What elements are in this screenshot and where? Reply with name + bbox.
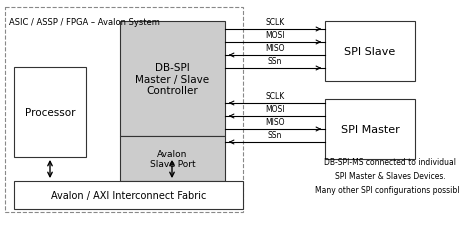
- Bar: [325, 99, 414, 159]
- Text: SPI Master: SPI Master: [340, 124, 398, 134]
- Bar: [5, 8, 242, 212]
- Text: SSn: SSn: [267, 57, 281, 66]
- Text: Avalon / AXI Interconnect Fabric: Avalon / AXI Interconnect Fabric: [50, 190, 206, 200]
- Text: DB-SPI-MS connected to individual
SPI Master & Slaves Devices.
Many other SPI co: DB-SPI-MS connected to individual SPI Ma…: [315, 157, 459, 194]
- Text: MISO: MISO: [265, 117, 284, 126]
- Text: DB-SPI
Master / Slave
Controller: DB-SPI Master / Slave Controller: [135, 63, 209, 96]
- Text: Avalon
Slave Port: Avalon Slave Port: [149, 149, 195, 169]
- Text: Processor: Processor: [25, 108, 75, 117]
- Text: SCLK: SCLK: [265, 18, 284, 27]
- Bar: [120, 136, 224, 181]
- Text: SPI Slave: SPI Slave: [344, 47, 395, 57]
- Text: MISO: MISO: [265, 44, 284, 53]
- Bar: [120, 22, 224, 136]
- Text: MOSI: MOSI: [265, 31, 284, 40]
- Text: SCLK: SCLK: [265, 92, 284, 101]
- Bar: [14, 68, 86, 157]
- Text: SSn: SSn: [267, 130, 281, 139]
- Text: ASIC / ASSP / FPGA – Avalon System: ASIC / ASSP / FPGA – Avalon System: [9, 18, 160, 27]
- Bar: [14, 181, 242, 209]
- Text: MOSI: MOSI: [265, 105, 284, 113]
- Bar: [325, 22, 414, 82]
